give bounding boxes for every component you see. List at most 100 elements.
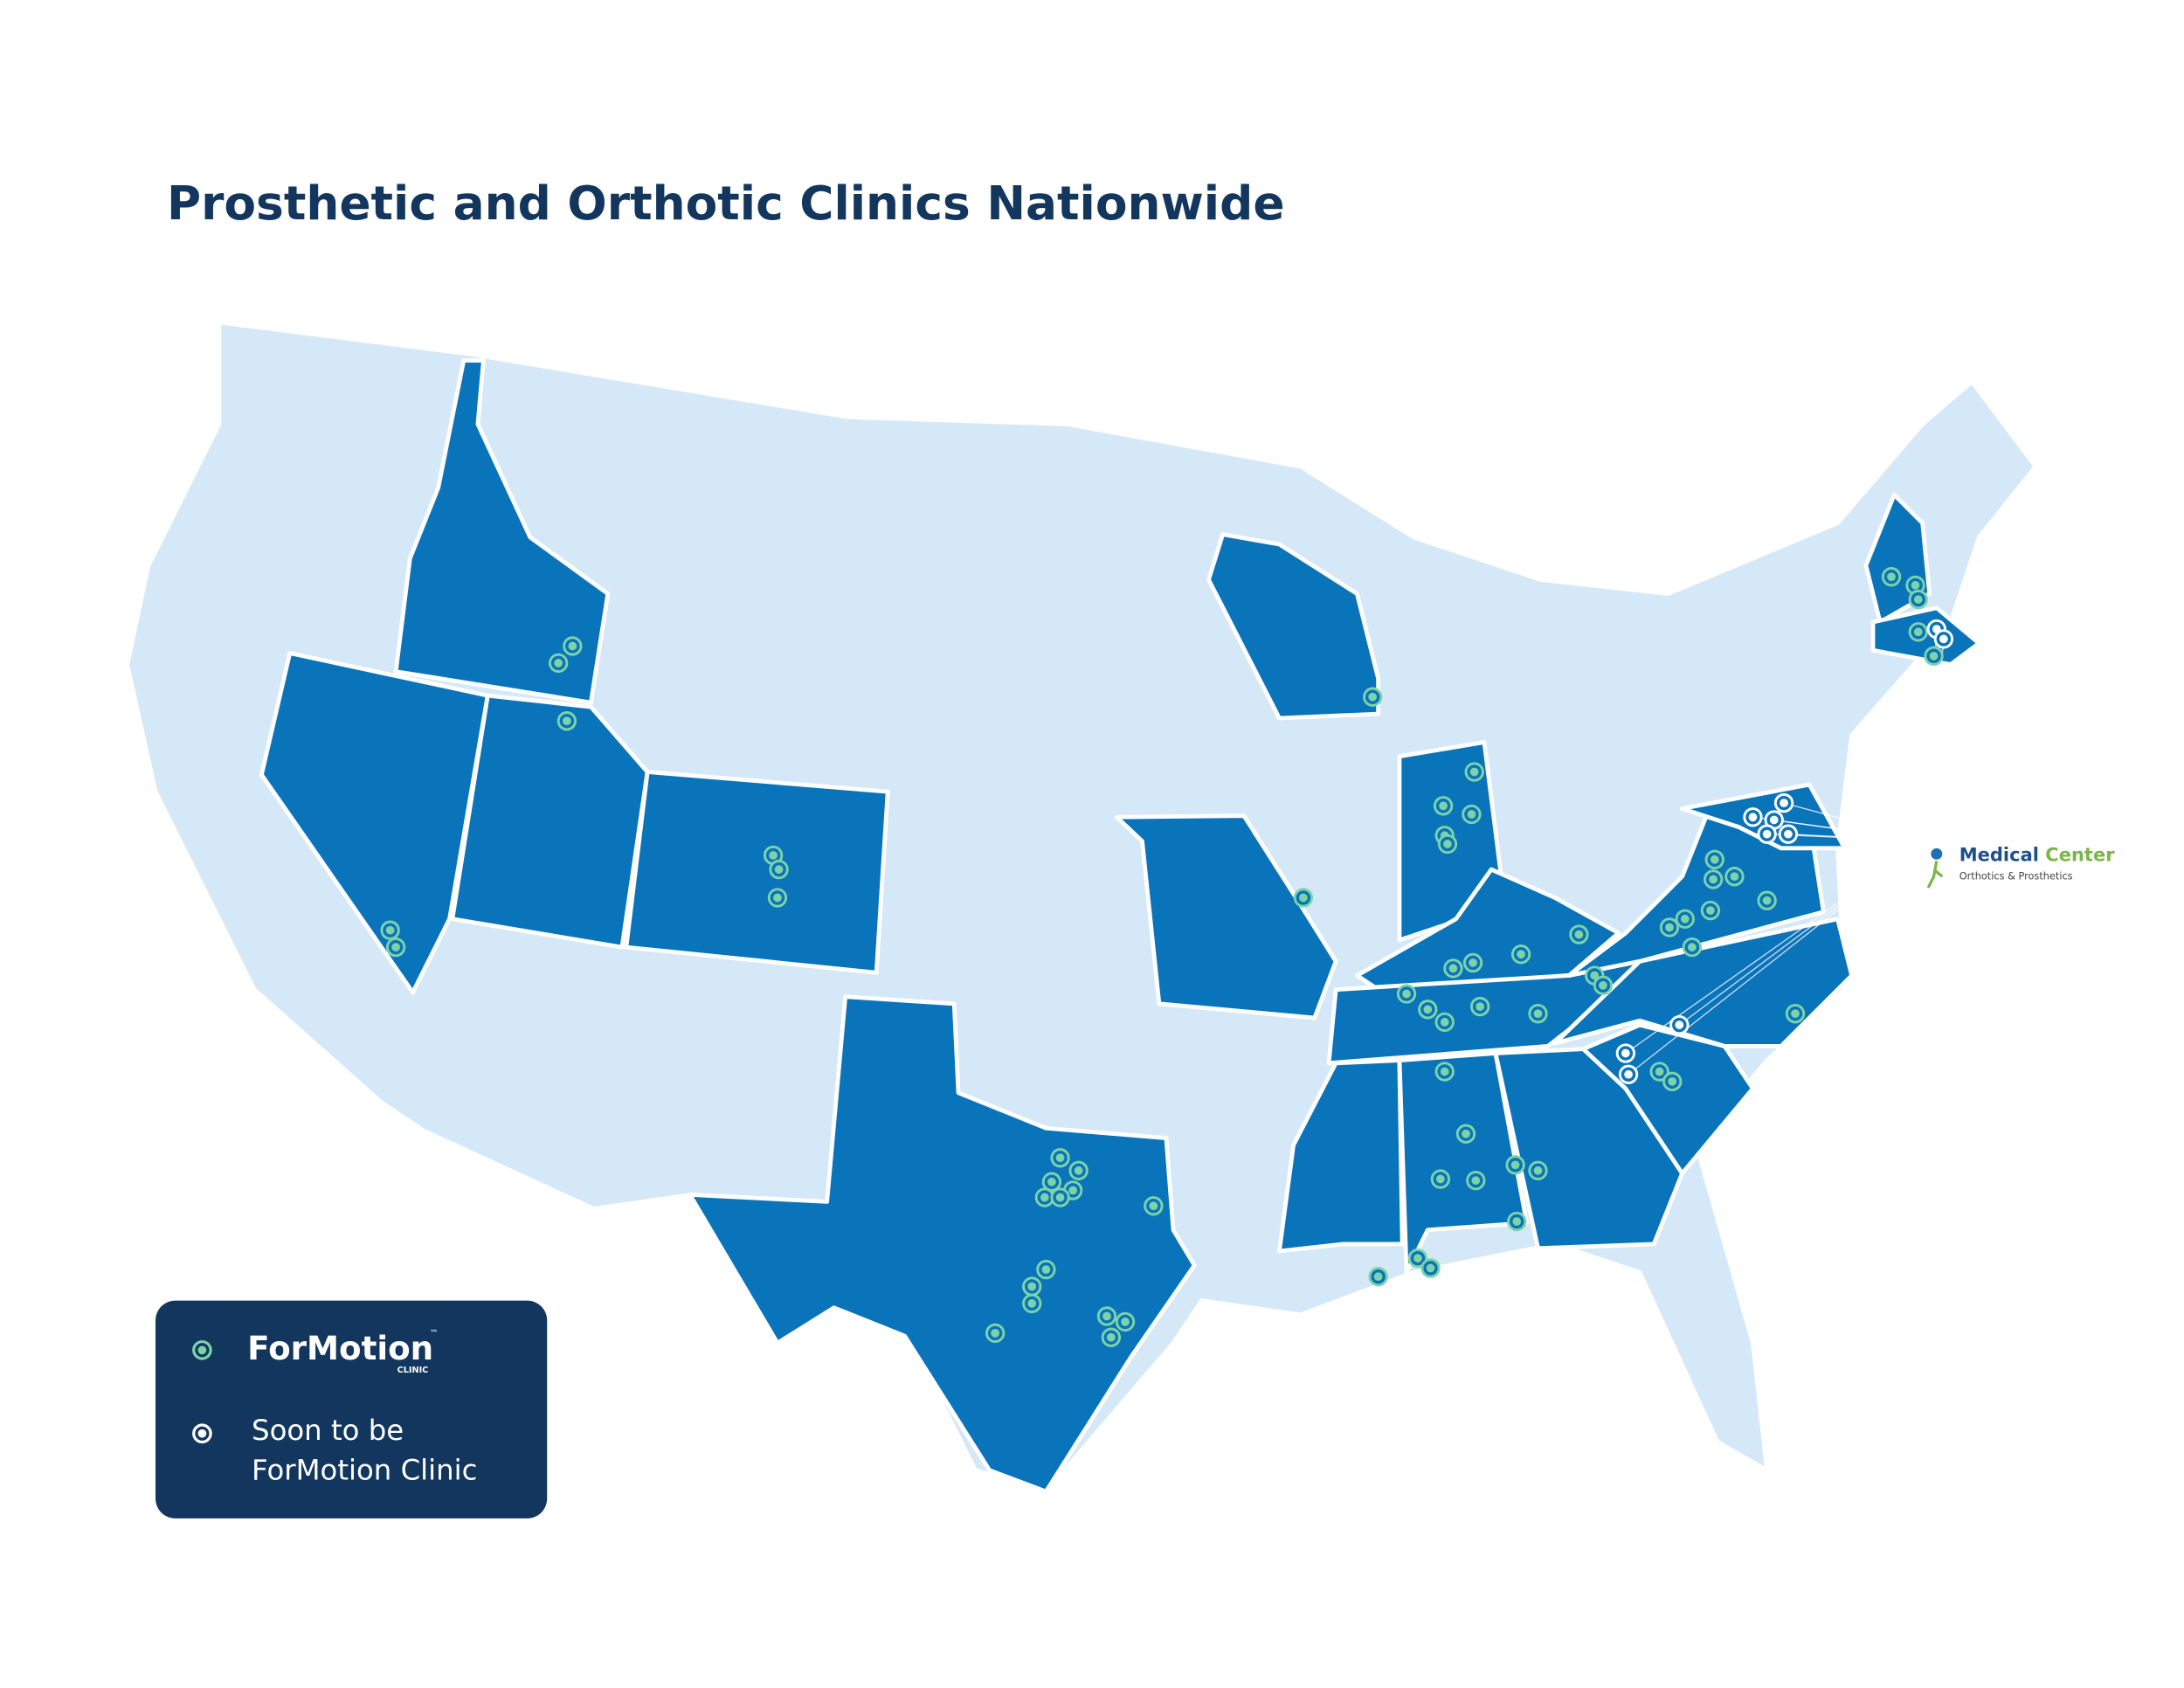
clinic-marker xyxy=(1402,989,1411,999)
soon-marker xyxy=(1784,829,1793,839)
clinic-marker xyxy=(1476,1002,1485,1011)
clinic-marker xyxy=(1680,914,1690,924)
connector-line xyxy=(1925,639,1945,841)
clinic-marker xyxy=(1426,1263,1435,1273)
partner-logo: Medical Center Orthotics & Prosthetics xyxy=(1926,843,2116,889)
clinic-marker xyxy=(1510,1160,1520,1170)
legend-soon-line: ForMotion Clinic xyxy=(252,1453,477,1486)
clinic-marker xyxy=(774,865,784,874)
legend-marker-soon xyxy=(192,1423,212,1444)
clinic-marker xyxy=(1668,1076,1677,1086)
clinic-marker xyxy=(1368,692,1378,702)
clinic-marker xyxy=(1440,1067,1449,1076)
clinic-marker xyxy=(1055,1193,1065,1202)
legend-marker-clinic xyxy=(192,1339,212,1360)
clinic-marker xyxy=(1413,1254,1422,1263)
clinic-marker xyxy=(1467,810,1476,819)
clinic-marker xyxy=(1574,930,1584,939)
connector-line xyxy=(1628,841,1926,1076)
clinic-marker xyxy=(1149,1201,1158,1211)
legend-brand: ForMotion xyxy=(247,1329,433,1367)
soon-marker xyxy=(1748,813,1758,822)
clinic-marker xyxy=(1047,1177,1056,1186)
clinic-marker xyxy=(1373,1272,1383,1281)
clinic-marker xyxy=(1599,980,1607,990)
partner-name-first: Medical xyxy=(1959,843,2039,865)
clinic-marker xyxy=(1440,1018,1449,1027)
clinic-marker xyxy=(1469,767,1479,777)
clinic-marker xyxy=(1590,971,1600,980)
logo-figure xyxy=(1926,861,1944,889)
clinic-marker xyxy=(1299,893,1308,903)
clinic-marker xyxy=(1791,1009,1800,1019)
highlighted-state xyxy=(393,358,611,705)
connector-line xyxy=(1787,834,1925,842)
clinic-marker xyxy=(1913,595,1923,604)
clinic-markers xyxy=(380,567,1954,1347)
clinic-marker xyxy=(1655,1067,1664,1076)
soon-marker xyxy=(1624,1069,1633,1079)
clinic-marker xyxy=(1730,872,1739,882)
highlighted-state xyxy=(259,651,490,995)
soon-marker xyxy=(1780,799,1788,807)
clinic-marker xyxy=(773,893,782,903)
clinic-marker xyxy=(1443,840,1452,848)
highlighted-state xyxy=(1680,782,1848,851)
clinic-marker xyxy=(1448,964,1458,973)
clinic-marker xyxy=(1762,896,1772,905)
clinic-marker xyxy=(1517,950,1525,959)
clinic-marker xyxy=(769,851,778,860)
clinic-marker xyxy=(1929,651,1939,661)
legend: ForMotion ™ CLINIC Soon to be ForMotion … xyxy=(156,1300,548,1519)
clinic-marker xyxy=(1027,1282,1037,1291)
title: Prosthetic and Orthotic Clinics Nationwi… xyxy=(167,176,1285,231)
soon-marker xyxy=(1621,1048,1630,1058)
clinic-marker xyxy=(1041,1265,1051,1274)
highlighted-state xyxy=(1114,813,1338,1020)
clinic-marker xyxy=(1027,1299,1037,1308)
clinic-marker xyxy=(1469,958,1477,967)
clinic-marker xyxy=(1439,801,1448,811)
connector-line xyxy=(1783,802,1926,842)
highlighted-state xyxy=(624,770,890,975)
clinic-marker xyxy=(1121,1318,1130,1326)
partner-name-second: Center xyxy=(2045,843,2115,865)
clinic-marker xyxy=(1533,1166,1543,1175)
logo-figure-head xyxy=(1931,847,1943,860)
partner-tagline: Orthotics & Prosthetics xyxy=(1959,869,2073,882)
soon-marker xyxy=(1939,634,1948,644)
legend-marker-clinic-center xyxy=(197,1346,207,1355)
us-map xyxy=(125,320,2038,1494)
clinic-marker xyxy=(1533,1009,1543,1019)
clinic-marker xyxy=(568,641,577,651)
clinic-marker xyxy=(385,925,395,935)
highlighted-state xyxy=(1397,1051,1529,1275)
clinic-marker xyxy=(1462,1129,1470,1138)
legend-soon-line: Soon to be xyxy=(252,1414,404,1447)
highlighted-state xyxy=(688,994,1197,1494)
legend-marker-soon-center xyxy=(197,1429,207,1438)
clinic-marker xyxy=(1423,1005,1433,1014)
connector-line xyxy=(1773,819,1925,842)
legend-box xyxy=(156,1300,548,1519)
clinic-marker xyxy=(1665,923,1674,932)
clinic-marker xyxy=(1055,1153,1065,1163)
clinic-marker xyxy=(1911,581,1920,590)
clinic-marker xyxy=(1074,1166,1083,1175)
clinic-marker xyxy=(563,716,571,726)
clinic-marker xyxy=(1709,875,1718,884)
clinic-marker xyxy=(1471,1176,1481,1185)
clinic-marker xyxy=(1710,854,1719,864)
clinic-marker xyxy=(1688,943,1697,951)
clinic-marker xyxy=(391,943,400,951)
clinic-marker xyxy=(1102,1311,1111,1321)
soon-marker xyxy=(1769,815,1779,825)
legend-brand-sub: CLINIC xyxy=(397,1366,429,1375)
soon-marker xyxy=(1762,829,1772,839)
partner-name: Medical Center xyxy=(1959,843,2116,865)
connector-line xyxy=(1678,841,1926,1026)
clinic-marker xyxy=(1512,1217,1522,1226)
soon-marker xyxy=(1675,1020,1684,1029)
